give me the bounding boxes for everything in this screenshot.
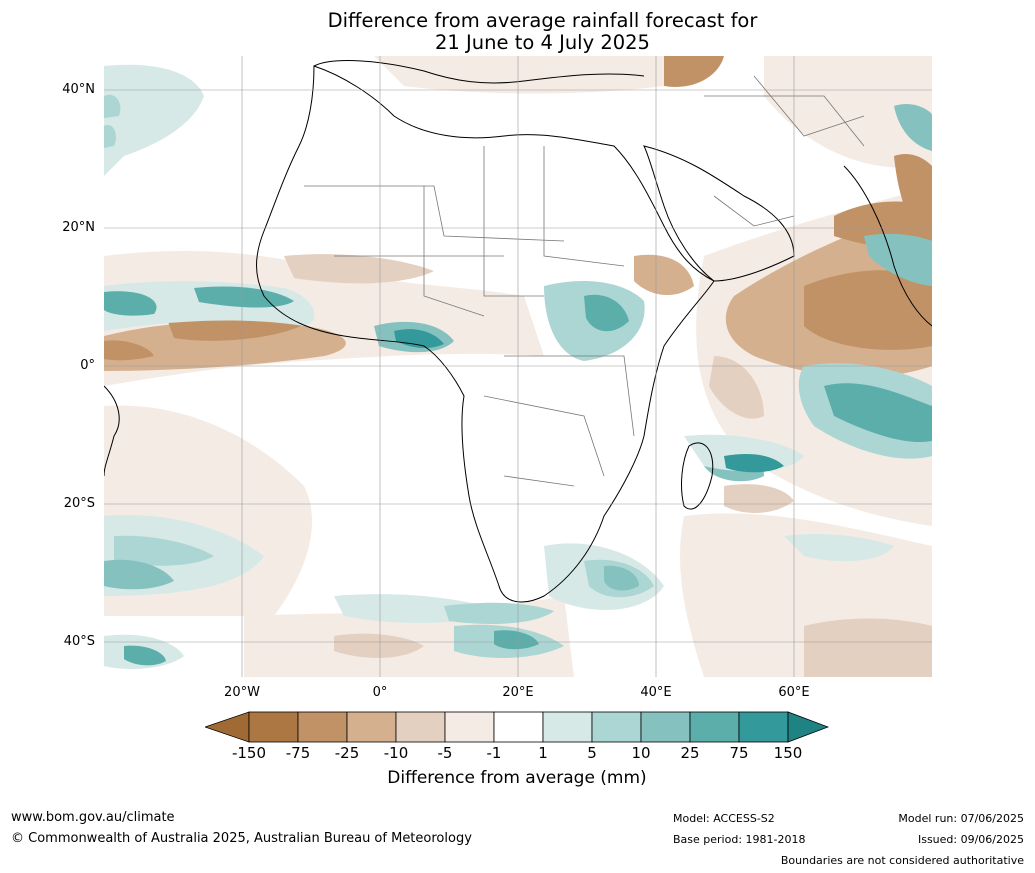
colorbar-extend-high [787,711,829,743]
colorbar-cell [542,711,593,743]
country-borders [304,75,865,487]
lon-label-20w: 20°W [224,685,260,700]
colorbar-cell [297,711,348,743]
colorbar-cell [689,711,740,743]
footer-issued: Issued: 09/06/2025 [917,833,1024,846]
lat-label-40n: 40°N [62,82,95,97]
footer-website: www.bom.gov.au/climate [11,810,175,825]
colorbar-cell [493,711,544,743]
colorbar-tick-label: -75 [285,744,311,762]
lat-label-20n: 20°N [62,220,95,235]
lon-label-0: 0° [372,685,388,700]
map-title: Difference from average rainfall forecas… [0,10,1035,54]
footer-model: Model: ACCESS-S2 [673,812,775,825]
colorbar-tick-label: 25 [680,744,700,762]
map-svg [104,56,932,677]
lat-label-40s: 40°S [63,634,95,649]
colorbar-tick-label: 5 [587,744,597,762]
colorbar-tick-label: 150 [773,744,803,762]
colorbar-tick-label: 1 [538,744,548,762]
footer-copyright: © Commonwealth of Australia 2025, Austra… [11,831,472,846]
coastlines-and-borders [104,60,932,603]
colorbar-tick-label: -1 [486,744,502,762]
lon-label-60e: 60°E [778,685,810,700]
footer-boundaries-note: Boundaries are not considered authoritat… [780,854,1024,867]
colorbar-cell [444,711,495,743]
colorbar-tick-label: -25 [334,744,360,762]
lon-label-40e: 40°E [640,685,672,700]
footer-base-period: Base period: 1981-2018 [673,833,806,846]
colorbar-tick-label: -10 [383,744,409,762]
lon-label-20e: 20°E [502,685,534,700]
colorbar-cell [248,711,299,743]
lat-label-20s: 20°S [63,496,95,511]
colorbar-tick-label: -150 [231,744,267,762]
footer-model-run: Model run: 07/06/2025 [898,812,1024,825]
colorbar-cell [738,711,789,743]
rainfall-map [104,56,932,677]
graticule [104,56,932,677]
colorbar-cell [640,711,691,743]
colorbar-tick-label: -5 [437,744,453,762]
lat-label-equator: 0° [80,358,95,373]
colorbar-cell [591,711,642,743]
title-line-1: Difference from average rainfall forecas… [327,9,758,32]
colorbar-cell [346,711,397,743]
colorbar [205,711,829,743]
colorbar-cell [395,711,446,743]
title-line-2: 21 June to 4 July 2025 [435,31,650,54]
colorbar-extend-low [205,711,250,743]
colorbar-label: Difference from average (mm) [387,768,647,788]
colorbar-tick-label: 10 [631,744,651,762]
colorbar-tick-label: 75 [729,744,749,762]
rainfall-anomaly-fields [104,56,932,677]
colorbar-cells [205,711,829,743]
